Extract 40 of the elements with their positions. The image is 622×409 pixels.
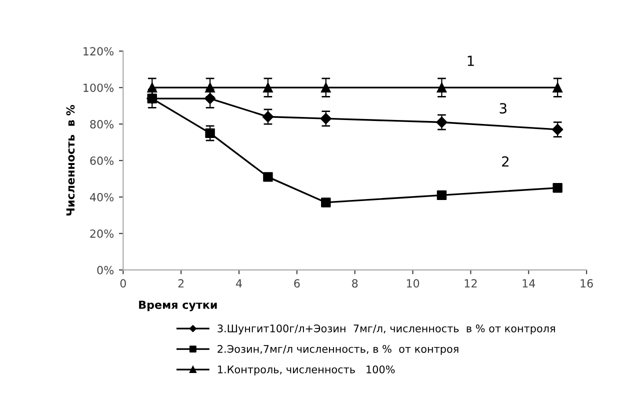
y-tick-label: 80% xyxy=(90,120,114,128)
point xyxy=(321,82,331,92)
annotation: 2 xyxy=(502,156,508,167)
legend-label: 1.Контроль, численность 100% xyxy=(218,365,395,376)
point xyxy=(262,111,274,122)
annotation: 3 xyxy=(500,103,506,114)
y-axis-title: Численность в % xyxy=(66,104,75,216)
y-tick-label: 20% xyxy=(90,229,114,238)
point xyxy=(205,128,215,138)
point xyxy=(147,82,157,92)
annotation: 1 xyxy=(468,56,474,66)
y-tick-label: 100% xyxy=(84,84,114,92)
y-tick-label: 60% xyxy=(90,156,114,165)
x-tick-label: 16 xyxy=(580,279,593,288)
point xyxy=(552,183,562,193)
y-tick-label: 0% xyxy=(97,266,114,274)
x-tick-label: 6 xyxy=(294,279,300,288)
x-tick-label: 8 xyxy=(352,279,358,288)
x-axis-title: Время сутки xyxy=(139,300,217,312)
point xyxy=(320,113,332,124)
point xyxy=(436,116,448,128)
point xyxy=(552,82,562,92)
point xyxy=(263,172,273,182)
legend-label: 3.Шунгит100г/л+Эозин 7мг/л, численность в % от контроля xyxy=(218,324,555,334)
x-tick-label: 2 xyxy=(178,279,184,288)
x-tick-label: 0 xyxy=(120,279,126,288)
x-tick-label: 14 xyxy=(522,279,536,288)
x-tick-label: 12 xyxy=(464,279,477,288)
point xyxy=(321,198,331,208)
point xyxy=(436,82,447,92)
y-tick-label: 120% xyxy=(84,47,114,56)
point xyxy=(263,82,273,92)
legend-label: 2.Эозин,7мг/л численность, в % от контроя xyxy=(218,344,458,355)
point xyxy=(552,124,564,136)
y-tick-label: 40% xyxy=(90,192,114,202)
point xyxy=(436,190,447,200)
point xyxy=(205,82,215,92)
x-tick-label: 10 xyxy=(406,279,420,288)
x-tick-label: 4 xyxy=(236,279,242,288)
point xyxy=(204,92,216,104)
